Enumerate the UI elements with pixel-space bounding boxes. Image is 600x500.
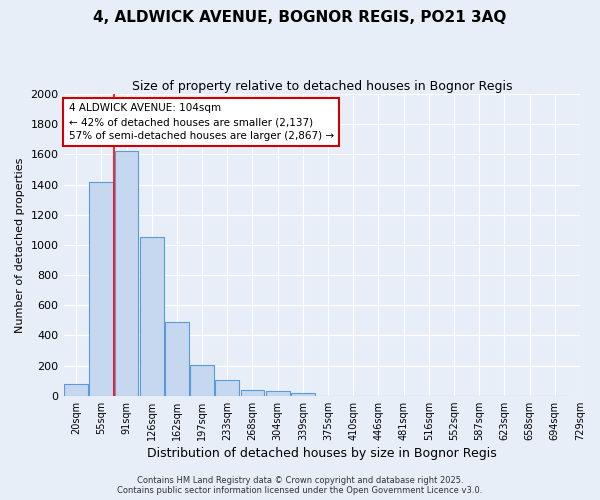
Bar — [89, 182, 113, 396]
Bar — [291, 392, 315, 396]
Text: Contains HM Land Registry data © Crown copyright and database right 2025.
Contai: Contains HM Land Registry data © Crown c… — [118, 476, 482, 495]
Title: Size of property relative to detached houses in Bognor Regis: Size of property relative to detached ho… — [131, 80, 512, 93]
Bar — [241, 390, 265, 396]
Y-axis label: Number of detached properties: Number of detached properties — [15, 157, 25, 332]
Bar — [215, 380, 239, 396]
Bar — [266, 391, 290, 396]
Bar — [64, 384, 88, 396]
Text: 4, ALDWICK AVENUE, BOGNOR REGIS, PO21 3AQ: 4, ALDWICK AVENUE, BOGNOR REGIS, PO21 3A… — [94, 10, 506, 25]
Bar — [165, 322, 189, 396]
Bar — [115, 152, 139, 396]
Bar — [140, 236, 164, 396]
Text: 4 ALDWICK AVENUE: 104sqm
← 42% of detached houses are smaller (2,137)
57% of sem: 4 ALDWICK AVENUE: 104sqm ← 42% of detach… — [69, 103, 334, 141]
X-axis label: Distribution of detached houses by size in Bognor Regis: Distribution of detached houses by size … — [147, 447, 497, 460]
Bar — [190, 365, 214, 396]
